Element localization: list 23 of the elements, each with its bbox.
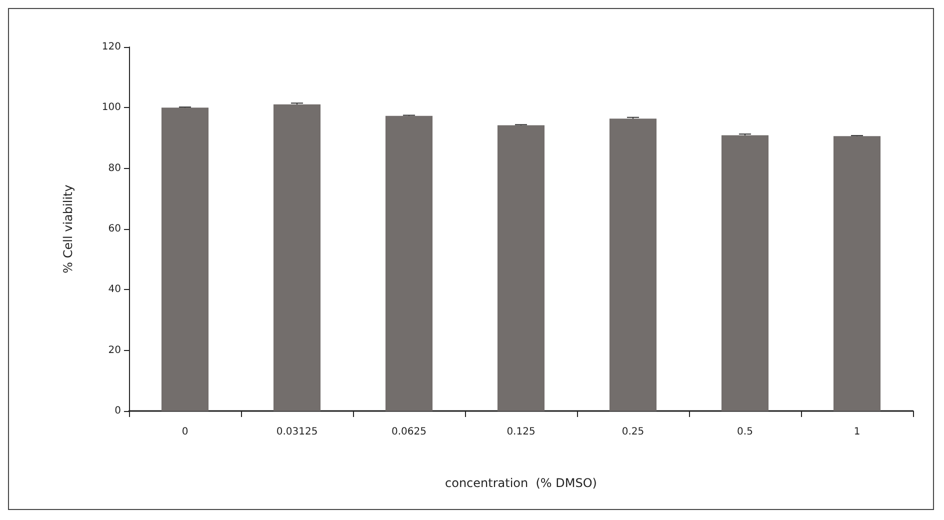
x-tick-label: 0.125 bbox=[506, 426, 536, 438]
x-tick-label: 1 bbox=[854, 426, 860, 438]
x-tick-label: 0 bbox=[182, 426, 188, 438]
bar bbox=[385, 116, 433, 411]
y-tick-label: 0 bbox=[114, 406, 121, 416]
bar bbox=[273, 104, 321, 411]
x-tick-label: 0.0625 bbox=[392, 426, 426, 438]
y-tick-label: 40 bbox=[108, 284, 121, 296]
x-axis-title: concentration (% DMSO) bbox=[445, 476, 597, 490]
y-tick-label: 120 bbox=[102, 42, 121, 52]
bar bbox=[833, 136, 881, 411]
bar bbox=[721, 135, 769, 411]
bar bbox=[497, 125, 545, 411]
bar bbox=[161, 108, 209, 411]
bar bbox=[609, 118, 657, 411]
x-tick-label: 0.03125 bbox=[276, 426, 318, 438]
y-tick-label: 20 bbox=[108, 344, 121, 356]
y-tick-label: 80 bbox=[108, 162, 121, 174]
y-tick-label: 60 bbox=[108, 224, 121, 234]
y-tick-label: 100 bbox=[102, 102, 121, 114]
y-axis-title: % Cell viability bbox=[61, 184, 75, 274]
x-tick-label: 0.25 bbox=[622, 426, 644, 438]
x-tick-label: 0.5 bbox=[737, 426, 753, 438]
